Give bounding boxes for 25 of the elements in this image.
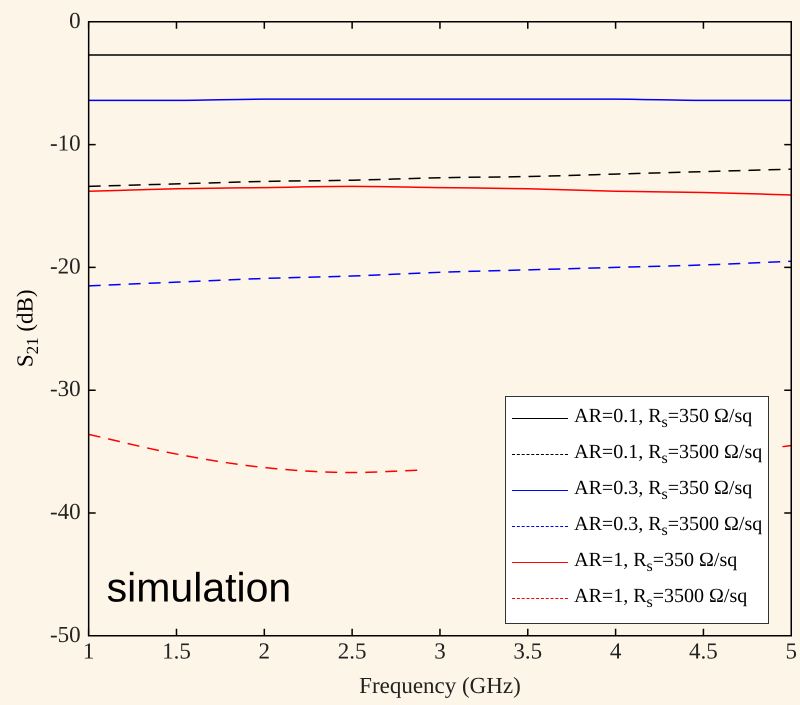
x-tick-label: 4.5 bbox=[689, 638, 718, 664]
x-tick-label: 1.5 bbox=[162, 638, 191, 664]
x-tick-label: 5 bbox=[786, 638, 797, 664]
legend-label: AR=1, R$_{s}$=350 Ω/sq bbox=[574, 549, 738, 576]
y-tick-label: -50 bbox=[50, 622, 81, 647]
x-tick-label: 3.5 bbox=[513, 638, 542, 664]
x-tick-label: 3 bbox=[434, 638, 446, 664]
y-tick-label: 0 bbox=[69, 8, 81, 33]
x-tick-label: 4 bbox=[610, 638, 622, 664]
x-tick-label: 2 bbox=[258, 638, 270, 664]
y-tick-label: -10 bbox=[50, 130, 81, 156]
line-series bbox=[88, 260, 792, 287]
x-tick-label: 1 bbox=[82, 638, 94, 664]
line-series bbox=[88, 186, 792, 196]
y-tick-label: -30 bbox=[50, 376, 81, 402]
annotation: simulation bbox=[106, 564, 292, 611]
y-tick-label: -40 bbox=[50, 499, 81, 524]
legend-label: AR=0.1, R$_{s}$=350 Ω/sq bbox=[574, 405, 752, 432]
legend-label: AR=1, R$_{s}$=3500 Ω/sq bbox=[574, 585, 748, 612]
legend-label: AR=0.3, R$_{s}$=3500 Ω/sq bbox=[574, 513, 762, 540]
x-tick-label: 2.5 bbox=[338, 638, 367, 664]
legend-label: AR=0.3, R$_{s}$=350 Ω/sq bbox=[574, 477, 752, 504]
legend-label: AR=0.1, R$_{s}$=3500 Ω/sq bbox=[574, 441, 762, 468]
y-tick-label: -20 bbox=[50, 253, 81, 278]
x-axis-title: Frequency (GHz) bbox=[359, 673, 521, 698]
